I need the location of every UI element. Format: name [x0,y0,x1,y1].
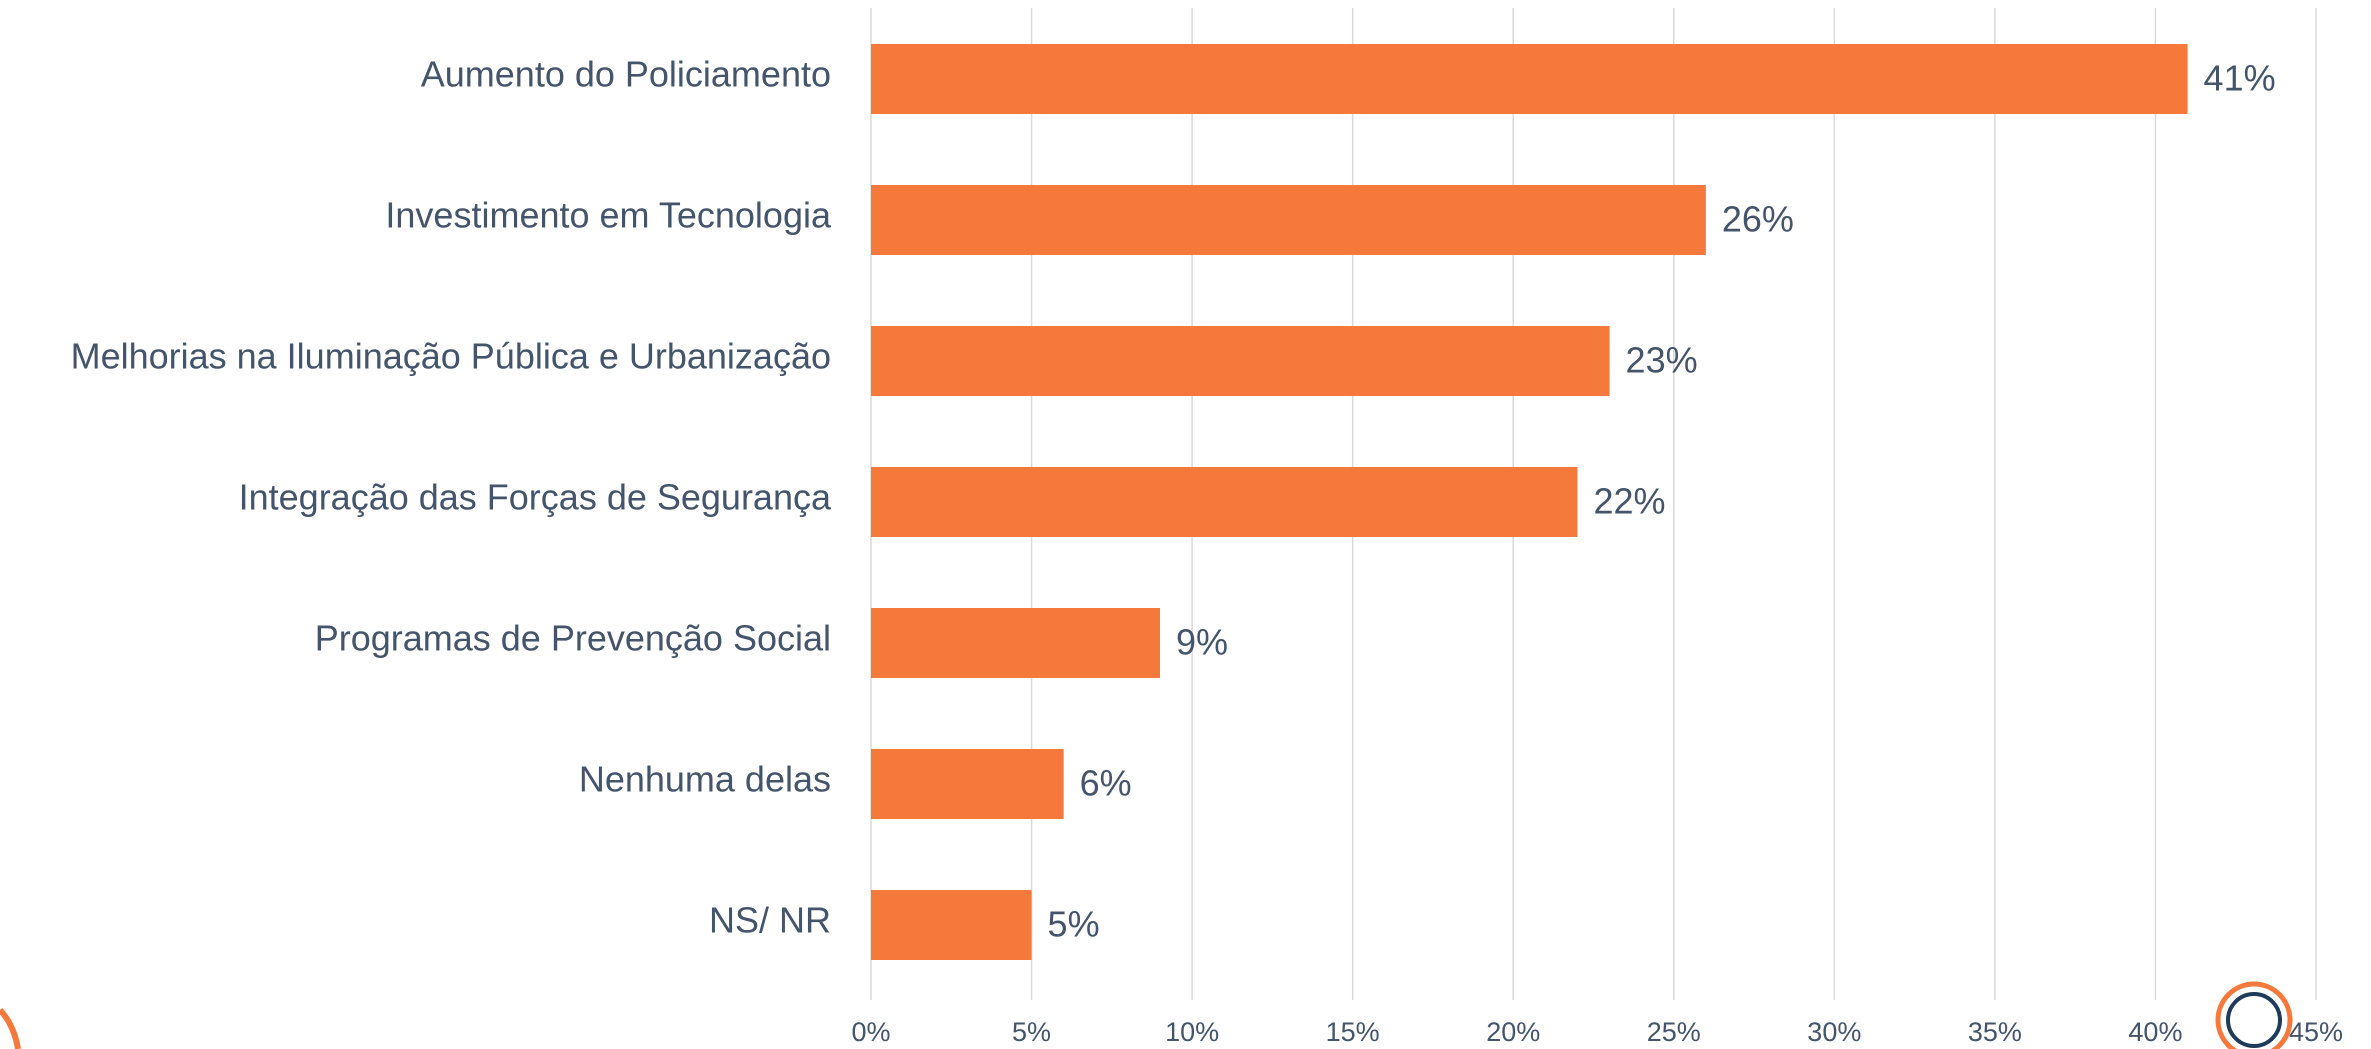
bar [871,608,1160,678]
value-label: 41% [2204,58,2276,99]
bar [871,326,1610,396]
bar [871,185,1706,255]
x-tick-label: 30% [1807,1017,1861,1047]
y-tick-label: Integração das Forças de Segurança [239,477,832,518]
x-tick-label: 20% [1486,1017,1540,1047]
x-tick-label: 25% [1647,1017,1701,1047]
bar [871,749,1064,819]
x-tick-label: 10% [1165,1017,1219,1047]
value-label: 22% [1593,481,1665,522]
x-tick-label: 40% [2128,1017,2182,1047]
value-label: 9% [1176,622,1228,663]
value-label: 5% [1048,904,1100,945]
y-tick-label: Aumento do Policiamento [421,54,831,95]
x-tick-label: 0% [851,1017,890,1047]
value-label: 23% [1626,340,1698,381]
bar [871,890,1032,960]
x-tick-label: 15% [1326,1017,1380,1047]
value-label: 6% [1080,763,1132,804]
decoration [0,1007,21,1049]
y-tick-label: NS/ NR [709,900,831,941]
x-tick-label: 45% [2289,1017,2343,1047]
x-tick-label: 35% [1968,1017,2022,1047]
y-tick-label: Investimento em Tecnologia [385,195,832,236]
y-tick-label: Nenhuma delas [579,759,831,800]
value-label: 26% [1722,199,1794,240]
logo [2215,981,2293,1049]
bar [871,44,2188,114]
bar [871,467,1578,537]
y-tick-label: Melhorias na Iluminação Pública e Urbani… [71,336,831,377]
y-tick-label: Programas de Prevenção Social [315,618,831,659]
x-tick-label: 5% [1012,1017,1051,1047]
